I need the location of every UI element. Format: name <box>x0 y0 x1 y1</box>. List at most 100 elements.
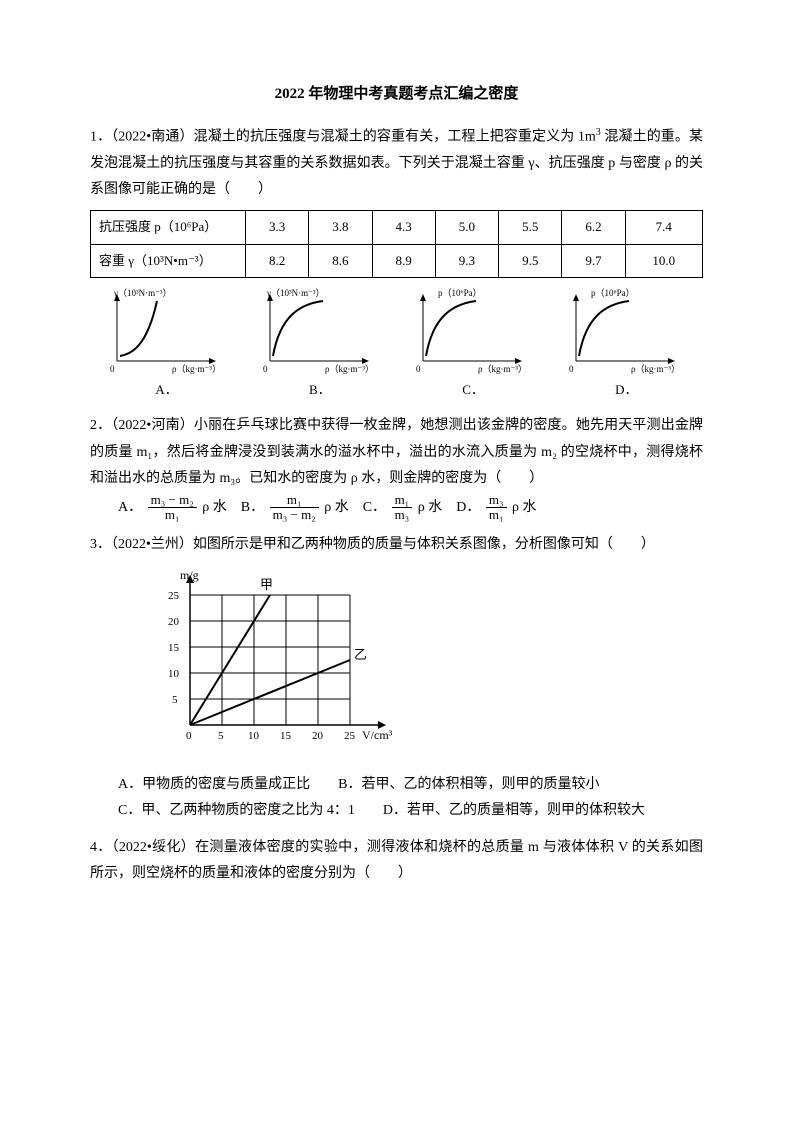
q4-stem: 4．（2022•绥化）在测量液体密度的实验中，测得液体和烧杯的总质量 m 与液体… <box>90 835 703 888</box>
q1-chart-a: γ（10³N·m⁻³） 0 ρ（kg·m⁻³） A． <box>102 286 232 403</box>
xtick: 20 <box>312 730 324 742</box>
x-label: ρ（kg·m⁻³） <box>172 364 221 374</box>
q3-stem: 3．（2022•兰州）如图所示是甲和乙两种物质的质量与体积关系图像，分析图像可知… <box>90 532 703 559</box>
cell: 4.3 <box>372 210 435 244</box>
q2-A-pre: A． <box>118 500 142 515</box>
chart-svg-b: γ（10³N·m⁻³） 0 ρ（kg·m⁻³） <box>255 286 385 376</box>
q2-C-pre: C． <box>363 500 386 515</box>
q2-B-suf: ρ 水 <box>324 500 349 515</box>
q2-A-frac: m₃ − m₂m₁ <box>148 493 197 523</box>
question-2: 2．（2022•河南）小丽在乒乓球比赛中获得一枚金牌，她想测出该金牌的密度。她先… <box>90 413 703 522</box>
chart-svg-c: p（10⁶Pa） 0 ρ（kg·m⁻³） <box>408 286 538 376</box>
label-d: D． <box>615 378 637 403</box>
q3-options: A．甲物质的密度与质量成正比 B．若甲、乙的体积相等，则甲的质量较小 C．甲、乙… <box>90 772 703 825</box>
den: m₃ − m₂ <box>270 508 319 522</box>
q2-C-suf: ρ 水 <box>418 500 443 515</box>
table-row: 容重 γ（10³N•m⁻³） 8.2 8.6 8.9 9.3 9.5 9.7 1… <box>91 244 703 278</box>
q1-chart-d: p（10⁶Pa） 0 ρ（kg·m⁻³） D． <box>561 286 691 403</box>
q2-B-frac: m₁m₃ − m₂ <box>270 493 319 523</box>
page-title: 2022 年物理中考真题考点汇编之密度 <box>90 80 703 109</box>
q1-chart-c: p（10⁶Pa） 0 ρ（kg·m⁻³） C． <box>408 286 538 403</box>
label-a: A． <box>155 378 177 403</box>
den: m₁ <box>148 508 197 522</box>
origin: 0 <box>569 364 574 374</box>
origin: 0 <box>416 364 421 374</box>
num: m₁ <box>270 493 319 508</box>
table-row: 抗压强度 p（10⁶Pa） 3.3 3.8 4.3 5.0 5.5 6.2 7.… <box>91 210 703 244</box>
q1-table: 抗压强度 p（10⁶Pa） 3.3 3.8 4.3 5.0 5.5 6.2 7.… <box>90 210 703 278</box>
label-c: C． <box>462 378 484 403</box>
den: m₃ <box>392 508 413 522</box>
curve <box>273 301 323 356</box>
q3-chart: m/g 5 10 15 20 25 0 5 10 15 20 <box>150 565 703 766</box>
label-b: B． <box>309 378 331 403</box>
q3-D: D．若甲、乙的质量相等，则甲的体积较大 <box>383 803 645 818</box>
y-label: γ（10³N·m⁻³） <box>113 288 172 298</box>
q1-stem: 1．（2022•南通）混凝土的抗压强度与混凝土的容重有关，工程上把容重定义为 1… <box>90 123 703 204</box>
chart-svg-d: p（10⁶Pa） 0 ρ（kg·m⁻³） <box>561 286 691 376</box>
curve <box>426 301 476 356</box>
q2-stem: 2．（2022•河南）小丽在乒乓球比赛中获得一枚金牌，她想测出该金牌的密度。她先… <box>90 413 703 493</box>
ytick: 20 <box>168 616 180 628</box>
q2-A-suf: ρ 水 <box>202 500 227 515</box>
line-jia <box>190 595 270 725</box>
ytick: 10 <box>168 668 180 680</box>
x-label: ρ（kg·m⁻³） <box>631 364 680 374</box>
q3-C: C．甲、乙两种物质的密度之比为 4：1 <box>118 803 355 818</box>
xlabel: V/cm³ <box>362 728 393 742</box>
q2-D-pre: D． <box>456 500 480 515</box>
q1-chart-b: γ（10³N·m⁻³） 0 ρ（kg·m⁻³） B． <box>255 286 385 403</box>
num: m₃ − m₂ <box>148 493 197 508</box>
xtick: 0 <box>186 730 192 742</box>
cell: 8.2 <box>246 244 309 278</box>
cell: 9.7 <box>562 244 625 278</box>
num: m₃ <box>486 493 507 508</box>
xtick: 15 <box>280 730 292 742</box>
cell: 6.2 <box>562 210 625 244</box>
x-label: ρ（kg·m⁻³） <box>478 364 527 374</box>
origin: 0 <box>110 364 115 374</box>
q2-text: 2．（2022•河南）小丽在乒乓球比赛中获得一枚金牌，她想测出该金牌的密度。她先… <box>90 418 703 486</box>
q1-charts: γ（10³N·m⁻³） 0 ρ（kg·m⁻³） A． γ（10³N·m⁻³） 0… <box>90 286 703 403</box>
ytick: 15 <box>168 642 180 654</box>
curve <box>120 301 157 356</box>
cell: 8.6 <box>309 244 372 278</box>
x-label: ρ（kg·m⁻³） <box>325 364 374 374</box>
cell: 3.8 <box>309 210 372 244</box>
cell: 3.3 <box>246 210 309 244</box>
q2-B-pre: B． <box>241 500 264 515</box>
page: 2022 年物理中考真题考点汇编之密度 1．（2022•南通）混凝土的抗压强度与… <box>0 0 793 1122</box>
y-label: p（10⁶Pa） <box>591 288 635 298</box>
q2-C-frac: m₁m₃ <box>392 493 413 523</box>
cell: 10.0 <box>625 244 702 278</box>
question-4: 4．（2022•绥化）在测量液体密度的实验中，测得液体和烧杯的总质量 m 与液体… <box>90 835 703 888</box>
label-jia: 甲 <box>260 577 273 592</box>
q3-B: B．若甲、乙的体积相等，则甲的质量较小 <box>338 777 599 792</box>
den: m₁ <box>486 508 507 522</box>
q1-row1-label: 抗压强度 p（10⁶Pa） <box>91 210 246 244</box>
curve <box>579 301 629 356</box>
q1-text-a: 1．（2022•南通）混凝土的抗压强度与混凝土的容重有关，工程上把容重定义为 1… <box>90 129 596 144</box>
q2-D-suf: ρ 水 <box>512 500 537 515</box>
xtick: 25 <box>344 730 356 742</box>
question-1: 1．（2022•南通）混凝土的抗压强度与混凝土的容重有关，工程上把容重定义为 1… <box>90 123 703 404</box>
cell: 8.9 <box>372 244 435 278</box>
cell: 5.0 <box>435 210 498 244</box>
cell: 7.4 <box>625 210 702 244</box>
q3-A: A．甲物质的密度与质量成正比 <box>118 777 310 792</box>
ytick: 25 <box>168 590 180 602</box>
num: m₁ <box>392 493 413 508</box>
origin: 0 <box>263 364 268 374</box>
q1-row2-label: 容重 γ（10³N•m⁻³） <box>91 244 246 278</box>
cell: 9.5 <box>499 244 562 278</box>
xtick: 10 <box>248 730 260 742</box>
xtick: 5 <box>218 730 224 742</box>
cell: 9.3 <box>435 244 498 278</box>
question-3: 3．（2022•兰州）如图所示是甲和乙两种物质的质量与体积关系图像，分析图像可知… <box>90 532 703 824</box>
line-yi <box>190 660 350 725</box>
ytick: 5 <box>172 694 178 706</box>
cell: 5.5 <box>499 210 562 244</box>
label-yi: 乙 <box>354 647 367 662</box>
y-label: p（10⁶Pa） <box>438 288 482 298</box>
q2-D-frac: m₃m₁ <box>486 493 507 523</box>
